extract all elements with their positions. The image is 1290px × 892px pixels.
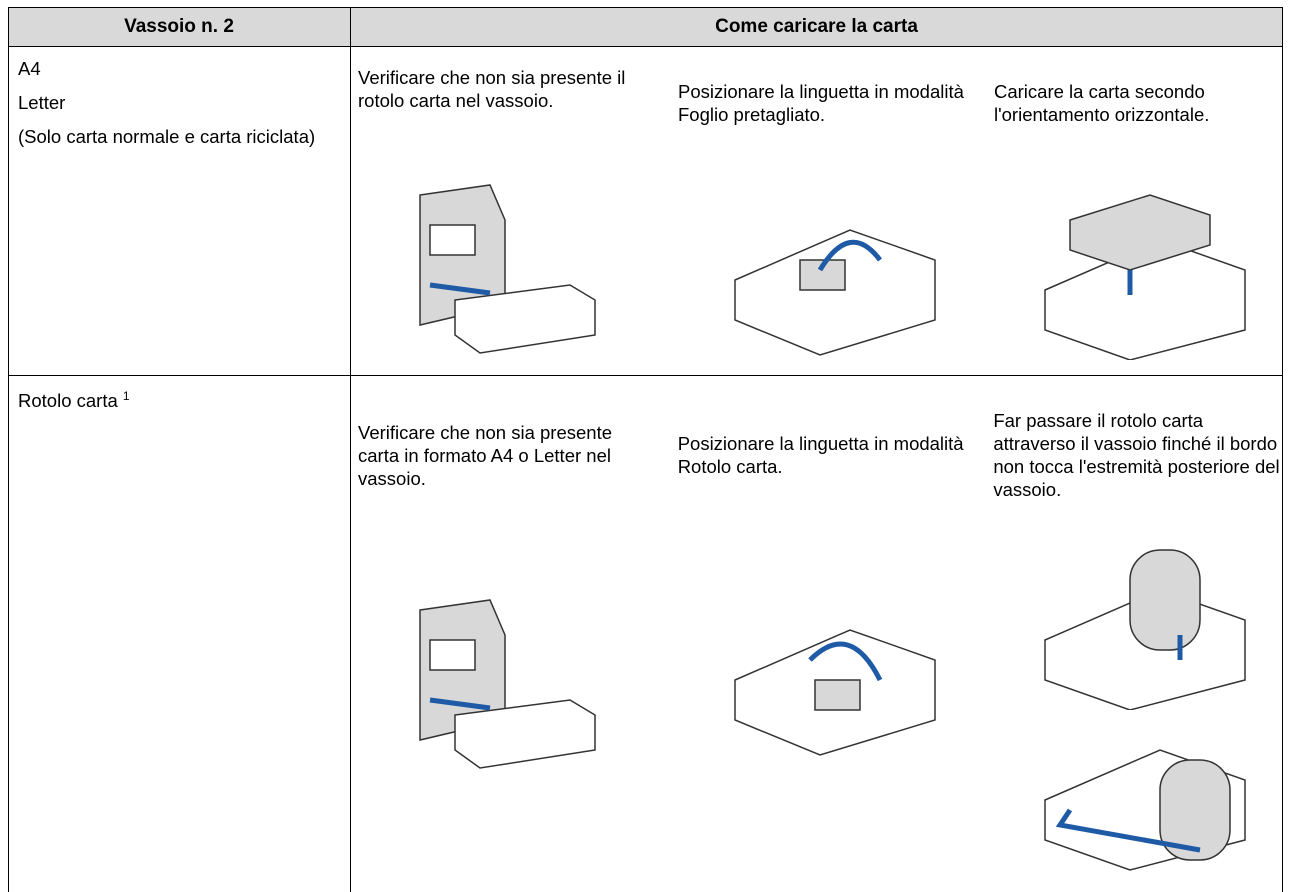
printer-illustration [419,599,596,769]
printer-illustration [419,184,596,354]
border [8,7,9,892]
border [1282,7,1283,892]
border [8,375,1283,376]
tray-illustration [734,229,936,356]
tray-size: Letter [18,92,66,113]
tray-size: A4 [18,58,41,79]
tray-illustration [734,629,936,756]
header-cell: Come caricare la carta [351,8,1282,46]
tray-illustration [1044,549,1246,710]
border [8,46,1283,47]
step-text: Verificare che non sia presente carta in… [358,421,613,489]
tray-note: (Solo carta normale e carta riciclata) [18,126,316,147]
step-text: Verificare che non sia presente il rotol… [358,67,626,111]
tray-size: Rotolo carta [18,390,118,412]
footnote: 1 [122,389,130,403]
tray-cell: Rotolo carta 1 [18,385,338,412]
header-cell: Vassoio n. 2 [8,8,350,46]
tray-illustration [1044,749,1246,871]
step-text: Caricare la carta secondo l'orientamento… [994,81,1210,125]
border [350,7,351,892]
step-text: Posizionare la linguetta in modalità Rot… [677,433,964,477]
tray-cell: A4 Letter (Solo carta normale e carta ri… [18,57,338,159]
step-text: Posizionare la linguetta in modalità Fog… [678,81,964,125]
tray-illustration [1044,194,1246,360]
step-row: Verificare che non sia presente carta in… [358,385,1283,525]
border [8,7,1283,8]
step-text: Far passare il rotolo carta attraverso i… [993,410,1280,500]
